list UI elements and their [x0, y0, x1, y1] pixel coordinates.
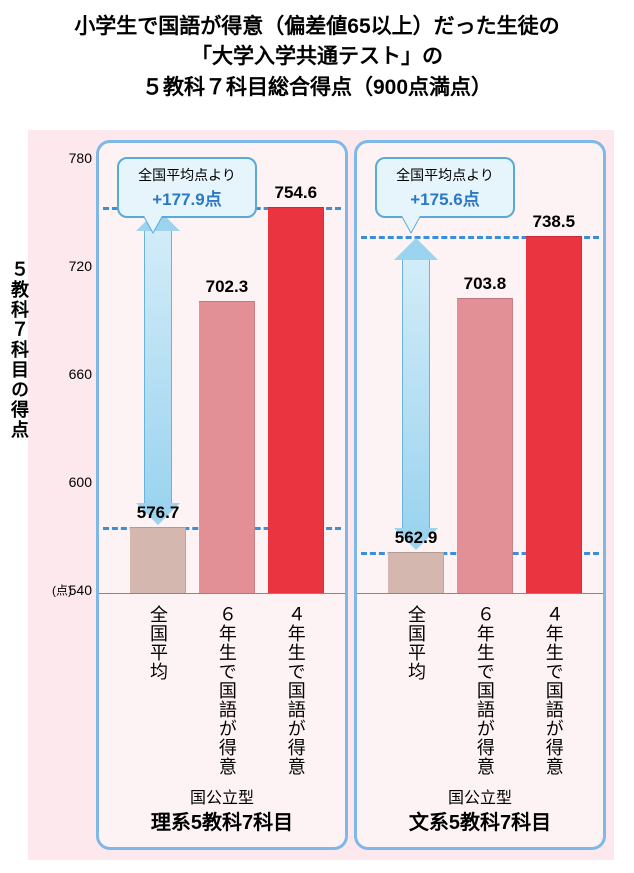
title-line-3: ５教科７科目総合得点（900点満点）: [10, 73, 624, 103]
difference-arrow: [402, 258, 430, 530]
title-line-1: 小学生で国語が得意（偏差値65以上）だった生徒の: [10, 12, 624, 42]
y-axis-title: ５教科７科目の得点: [6, 260, 32, 440]
x-label: ４年生で国語が得意: [541, 605, 567, 776]
callout-delta: +175.6点: [381, 185, 509, 210]
callout-bubble: 全国平均点より+175.6点: [375, 157, 515, 218]
bar-value-label: 702.3: [187, 277, 267, 297]
caption-big: 理系5教科7科目: [99, 810, 345, 837]
y-axis: 540(点)600660720780: [54, 130, 94, 600]
callout-text: 全国平均点より: [381, 165, 509, 185]
chart-panel: 562.9703.8738.5全国平均点より+175.6点全国平均６年生で国語が…: [354, 140, 606, 850]
callout-delta: +177.9点: [123, 185, 251, 210]
chart-panel: 576.7 702.3 754.6全国平均点より+177.9点全国平均 ６年生で国語が…: [96, 140, 348, 850]
caption-big: 文系5教科7科目: [357, 810, 603, 837]
x-labels: 全国平均 ６年生で国語が得意 ４年生で国語が得意: [99, 605, 345, 785]
panel-caption: 国公立型文系5教科7科目: [357, 788, 603, 837]
x-label: ４年生で国語が得意: [283, 605, 309, 776]
callout-bubble: 全国平均点より+177.9点: [117, 157, 257, 218]
bar-value-label: 562.9: [376, 528, 456, 548]
y-tick: 600: [52, 474, 92, 490]
chart-container: ５教科７科目の得点 540(点)600660720780 576.7702.37…: [28, 130, 614, 860]
bar: [388, 552, 444, 593]
bar: [457, 298, 513, 593]
chart-title: 小学生で国語が得意（偏差値65以上）だった生徒の 「大学入学共通テスト」の ５教…: [0, 0, 634, 111]
bar-value-label: 703.8: [445, 274, 525, 294]
x-label: ６年生で国語が得意: [472, 605, 498, 776]
title-line-2: 「大学入学共通テスト」の: [10, 42, 624, 72]
y-tick: 720: [52, 258, 92, 274]
x-labels: 全国平均 ６年生で国語が得意 ４年生で国語が得意: [357, 605, 603, 785]
panel-caption: 国公立型理系5教科7科目: [99, 788, 345, 837]
x-label: 全国平均: [403, 605, 429, 681]
y-tick: 780: [52, 150, 92, 166]
bar: [526, 236, 582, 593]
y-tick-unit: (点): [52, 582, 72, 599]
caption-small: 国公立型: [99, 788, 345, 810]
panels-row: 576.7702.3754.6全国平均点より+177.9点全国平均６年生で国語が…: [96, 140, 606, 850]
bar: [199, 301, 255, 593]
bar-value-label: 576.7: [118, 503, 198, 523]
y-tick: 660: [52, 366, 92, 382]
x-label: 全国平均: [145, 605, 171, 681]
bar: [268, 207, 324, 593]
x-label: ６年生で国語が得意: [214, 605, 240, 776]
caption-small: 国公立型: [357, 788, 603, 810]
bar-value-label: 754.6: [256, 183, 336, 203]
bar-value-label: 738.5: [514, 212, 594, 232]
difference-arrow: [144, 229, 172, 505]
bar: [130, 527, 186, 593]
callout-text: 全国平均点より: [123, 165, 251, 185]
